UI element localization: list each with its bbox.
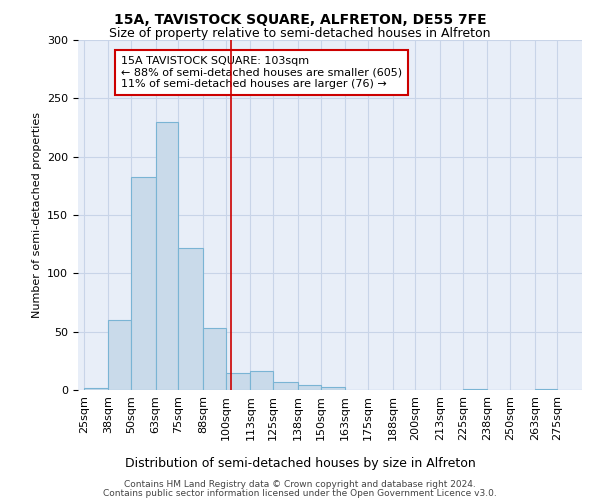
Text: 15A, TAVISTOCK SQUARE, ALFRETON, DE55 7FE: 15A, TAVISTOCK SQUARE, ALFRETON, DE55 7F…	[113, 12, 487, 26]
Bar	[83, 388, 109, 390]
Bar	[155, 122, 178, 390]
Bar	[298, 386, 320, 390]
Bar	[320, 386, 345, 390]
Bar	[226, 372, 250, 390]
Bar	[178, 248, 203, 390]
Bar	[203, 328, 226, 390]
Bar	[273, 382, 298, 390]
Bar	[109, 320, 131, 390]
Text: 15A TAVISTOCK SQUARE: 103sqm
← 88% of semi-detached houses are smaller (605)
11%: 15A TAVISTOCK SQUARE: 103sqm ← 88% of se…	[121, 56, 402, 89]
Text: Contains public sector information licensed under the Open Government Licence v3: Contains public sector information licen…	[103, 489, 497, 498]
Text: Contains HM Land Registry data © Crown copyright and database right 2024.: Contains HM Land Registry data © Crown c…	[124, 480, 476, 489]
Bar	[250, 372, 273, 390]
Text: Distribution of semi-detached houses by size in Alfreton: Distribution of semi-detached houses by …	[125, 458, 475, 470]
Bar	[535, 389, 557, 390]
Bar	[131, 176, 155, 390]
Y-axis label: Number of semi-detached properties: Number of semi-detached properties	[32, 112, 41, 318]
Bar	[463, 389, 487, 390]
Text: Size of property relative to semi-detached houses in Alfreton: Size of property relative to semi-detach…	[109, 28, 491, 40]
